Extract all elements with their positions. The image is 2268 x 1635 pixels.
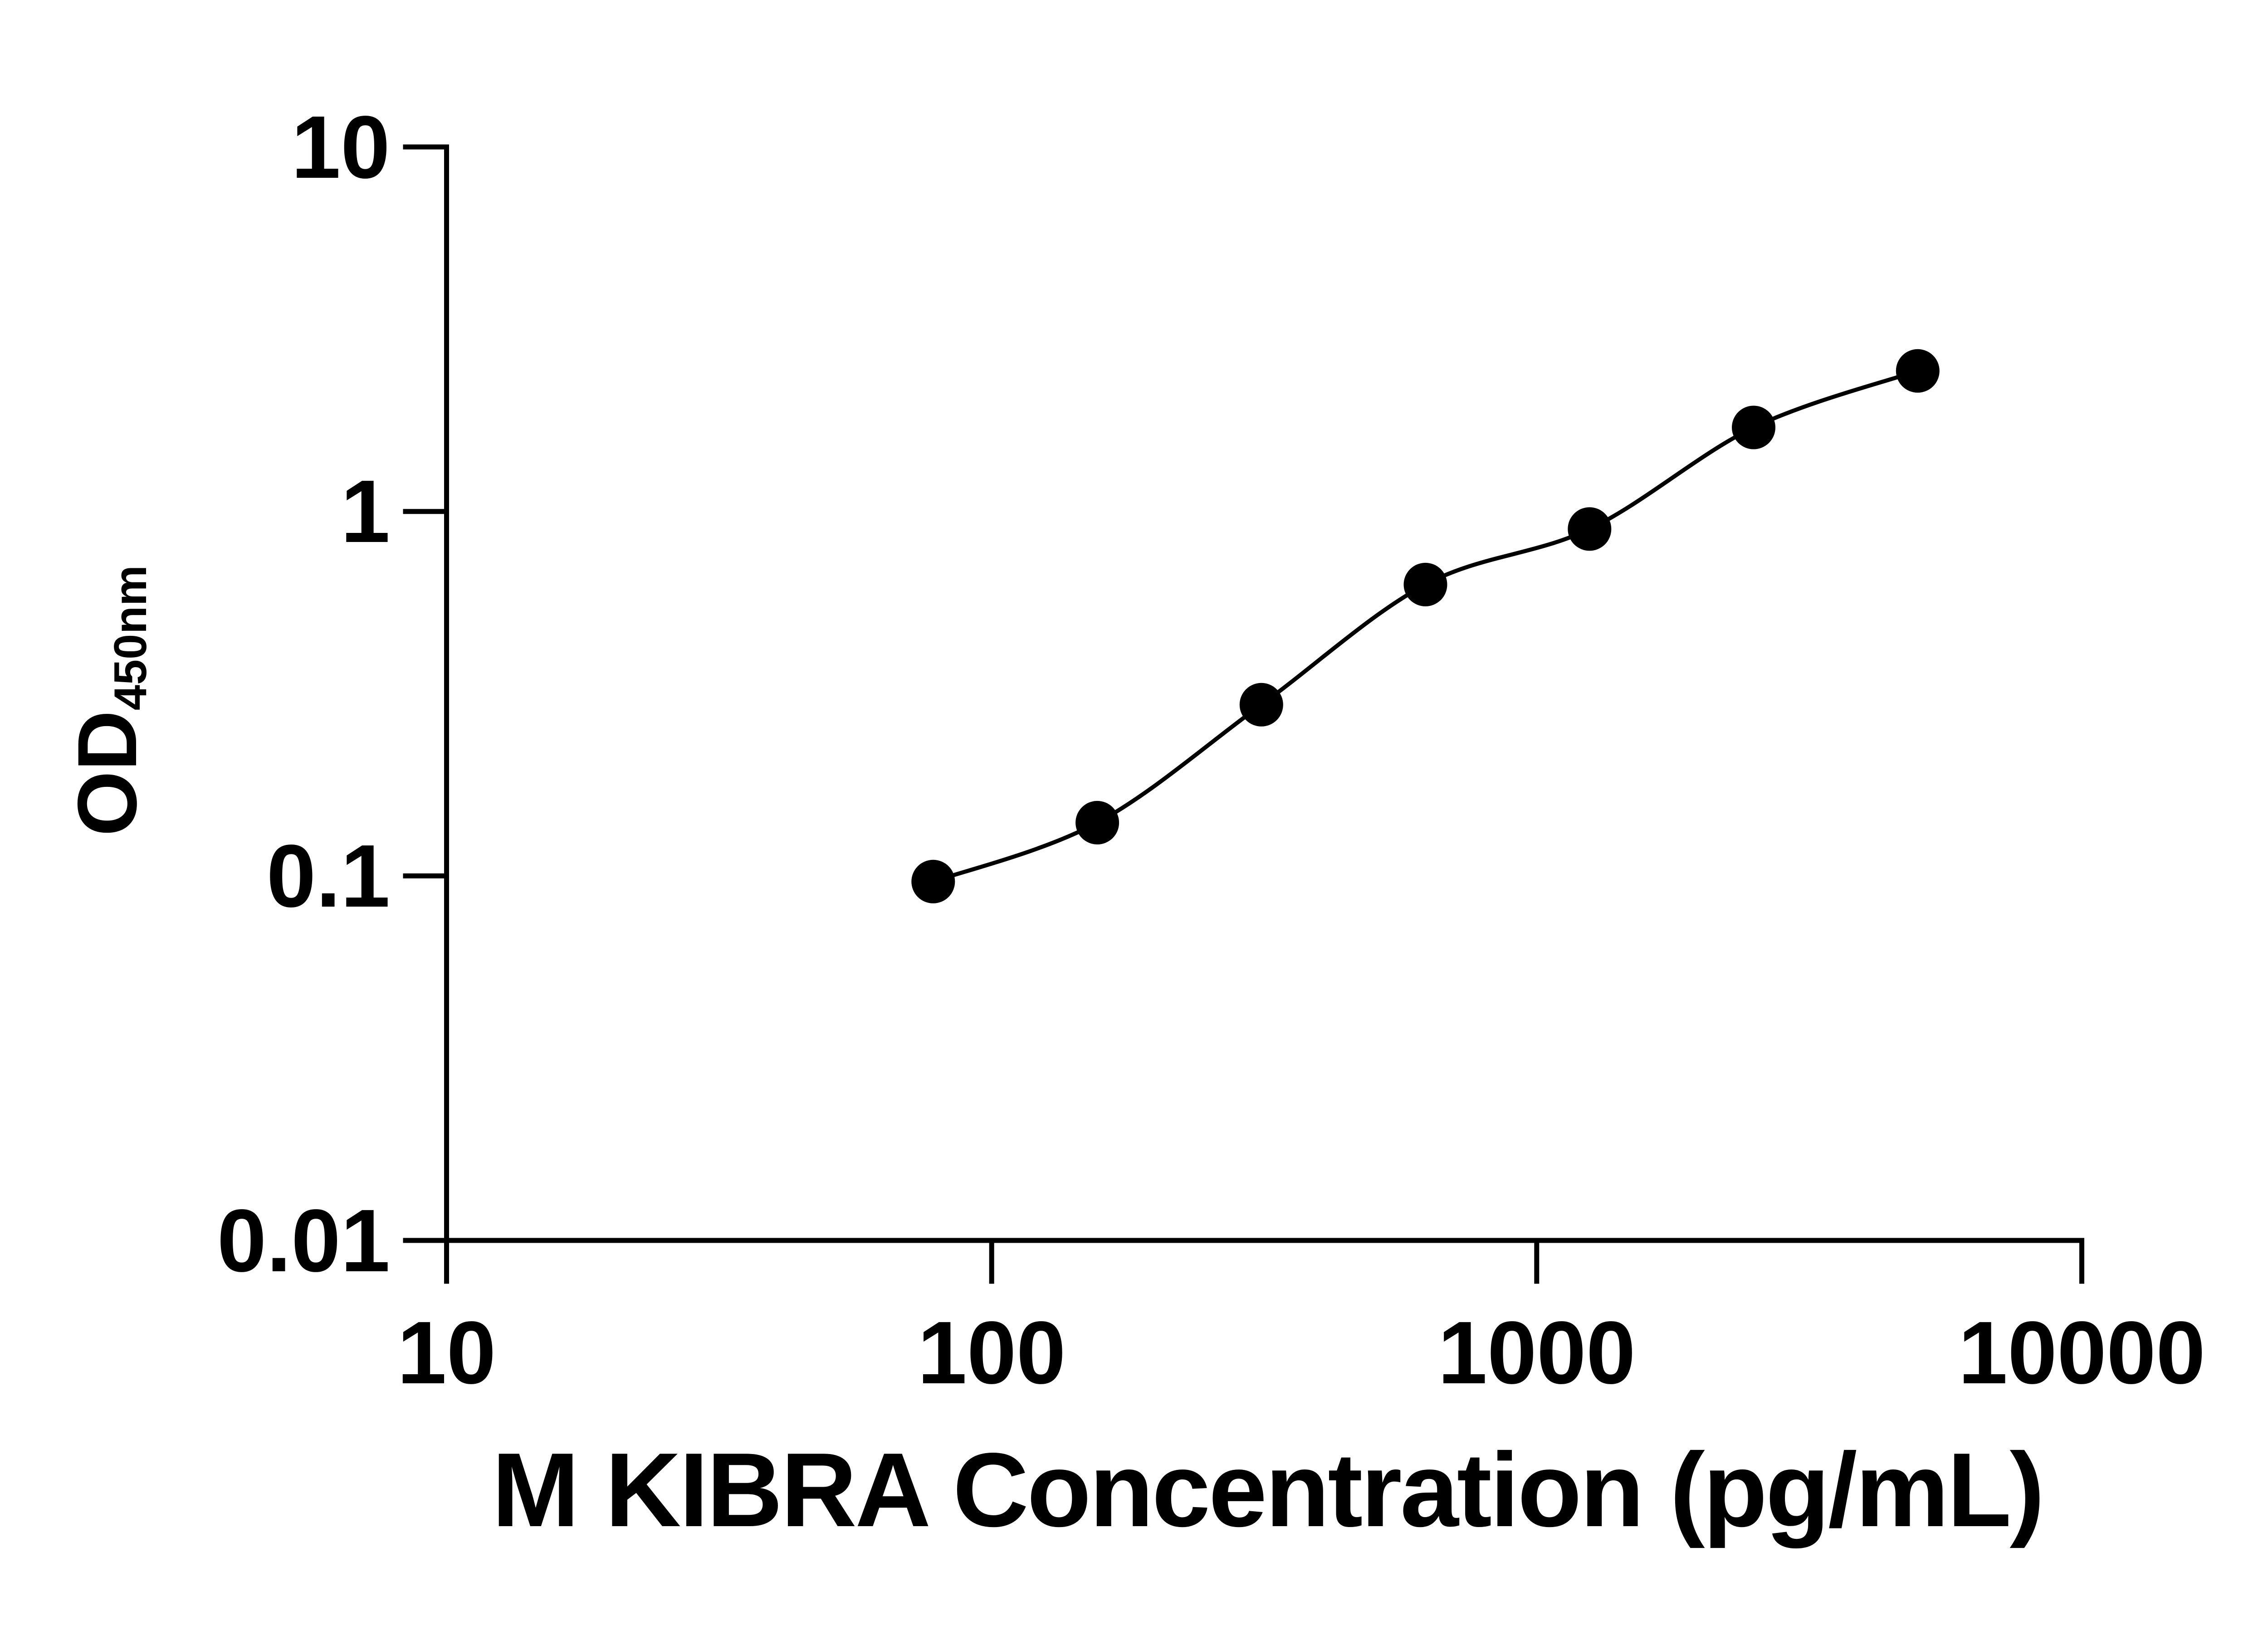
svg-text:M KIBRA Concentration (pg/mL): M KIBRA Concentration (pg/mL) — [492, 1431, 2043, 1549]
svg-text:10000: 10000 — [1958, 1303, 2205, 1402]
svg-text:10: 10 — [291, 98, 390, 197]
svg-text:0.01: 0.01 — [217, 1191, 390, 1290]
svg-text:1: 1 — [341, 462, 390, 561]
svg-text:100: 100 — [918, 1303, 1066, 1402]
svg-text:0.1: 0.1 — [267, 826, 390, 926]
svg-text:10: 10 — [397, 1303, 496, 1402]
svg-text:1000: 1000 — [1438, 1303, 1636, 1402]
